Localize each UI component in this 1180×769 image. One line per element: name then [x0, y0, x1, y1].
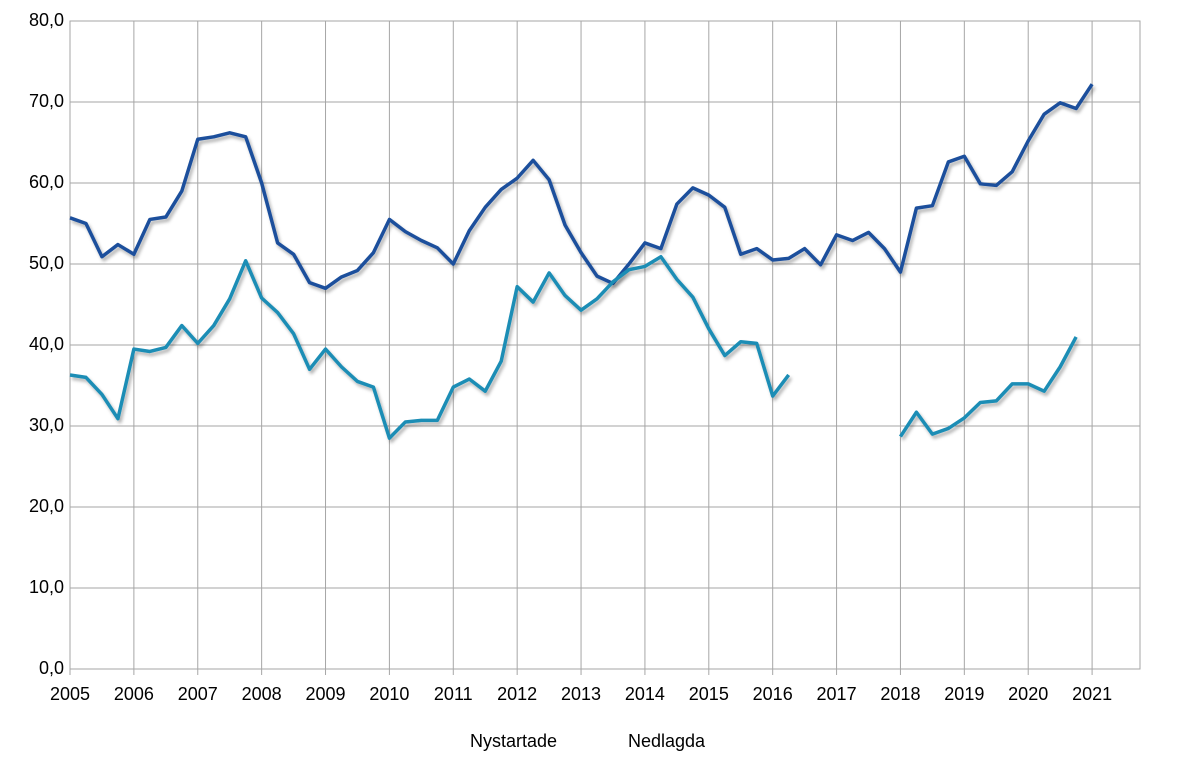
y-tick-label: 30,0 — [29, 415, 64, 435]
y-tick-label: 50,0 — [29, 253, 64, 273]
x-tick-label: 2016 — [753, 684, 793, 704]
series-line — [69, 83, 1094, 291]
legend-label: Nystartade — [470, 731, 557, 751]
plot-border — [69, 20, 1141, 670]
legend-label: Nedlagda — [628, 731, 706, 751]
series-line — [69, 254, 1078, 440]
x-tick-label: 2018 — [880, 684, 920, 704]
y-tick-label: 40,0 — [29, 334, 64, 354]
x-tick-label: 2009 — [305, 684, 345, 704]
x-tick-label: 2017 — [817, 684, 857, 704]
x-tick-label: 2006 — [114, 684, 154, 704]
x-tick-label: 2008 — [242, 684, 282, 704]
x-tick-label: 2019 — [944, 684, 984, 704]
y-tick-label: 0,0 — [39, 658, 64, 678]
x-tick-label: 2020 — [1008, 684, 1048, 704]
x-tick-label: 2015 — [689, 684, 729, 704]
x-tick-label: 2011 — [434, 684, 473, 704]
x-tick-label: 2005 — [50, 684, 90, 704]
x-tick-label: 2013 — [561, 684, 601, 704]
x-tick-label: 2007 — [178, 684, 218, 704]
y-tick-label: 60,0 — [29, 172, 64, 192]
y-tick-label: 10,0 — [29, 577, 64, 597]
x-tick-label: 2021 — [1072, 684, 1112, 704]
y-tick-label: 20,0 — [29, 496, 64, 516]
y-tick-label: 80,0 — [29, 10, 64, 30]
y-tick-label: 70,0 — [29, 91, 64, 111]
x-tick-label: 2014 — [625, 684, 665, 704]
x-tick-label: 2010 — [369, 684, 409, 704]
x-tick-label: 2012 — [497, 684, 537, 704]
